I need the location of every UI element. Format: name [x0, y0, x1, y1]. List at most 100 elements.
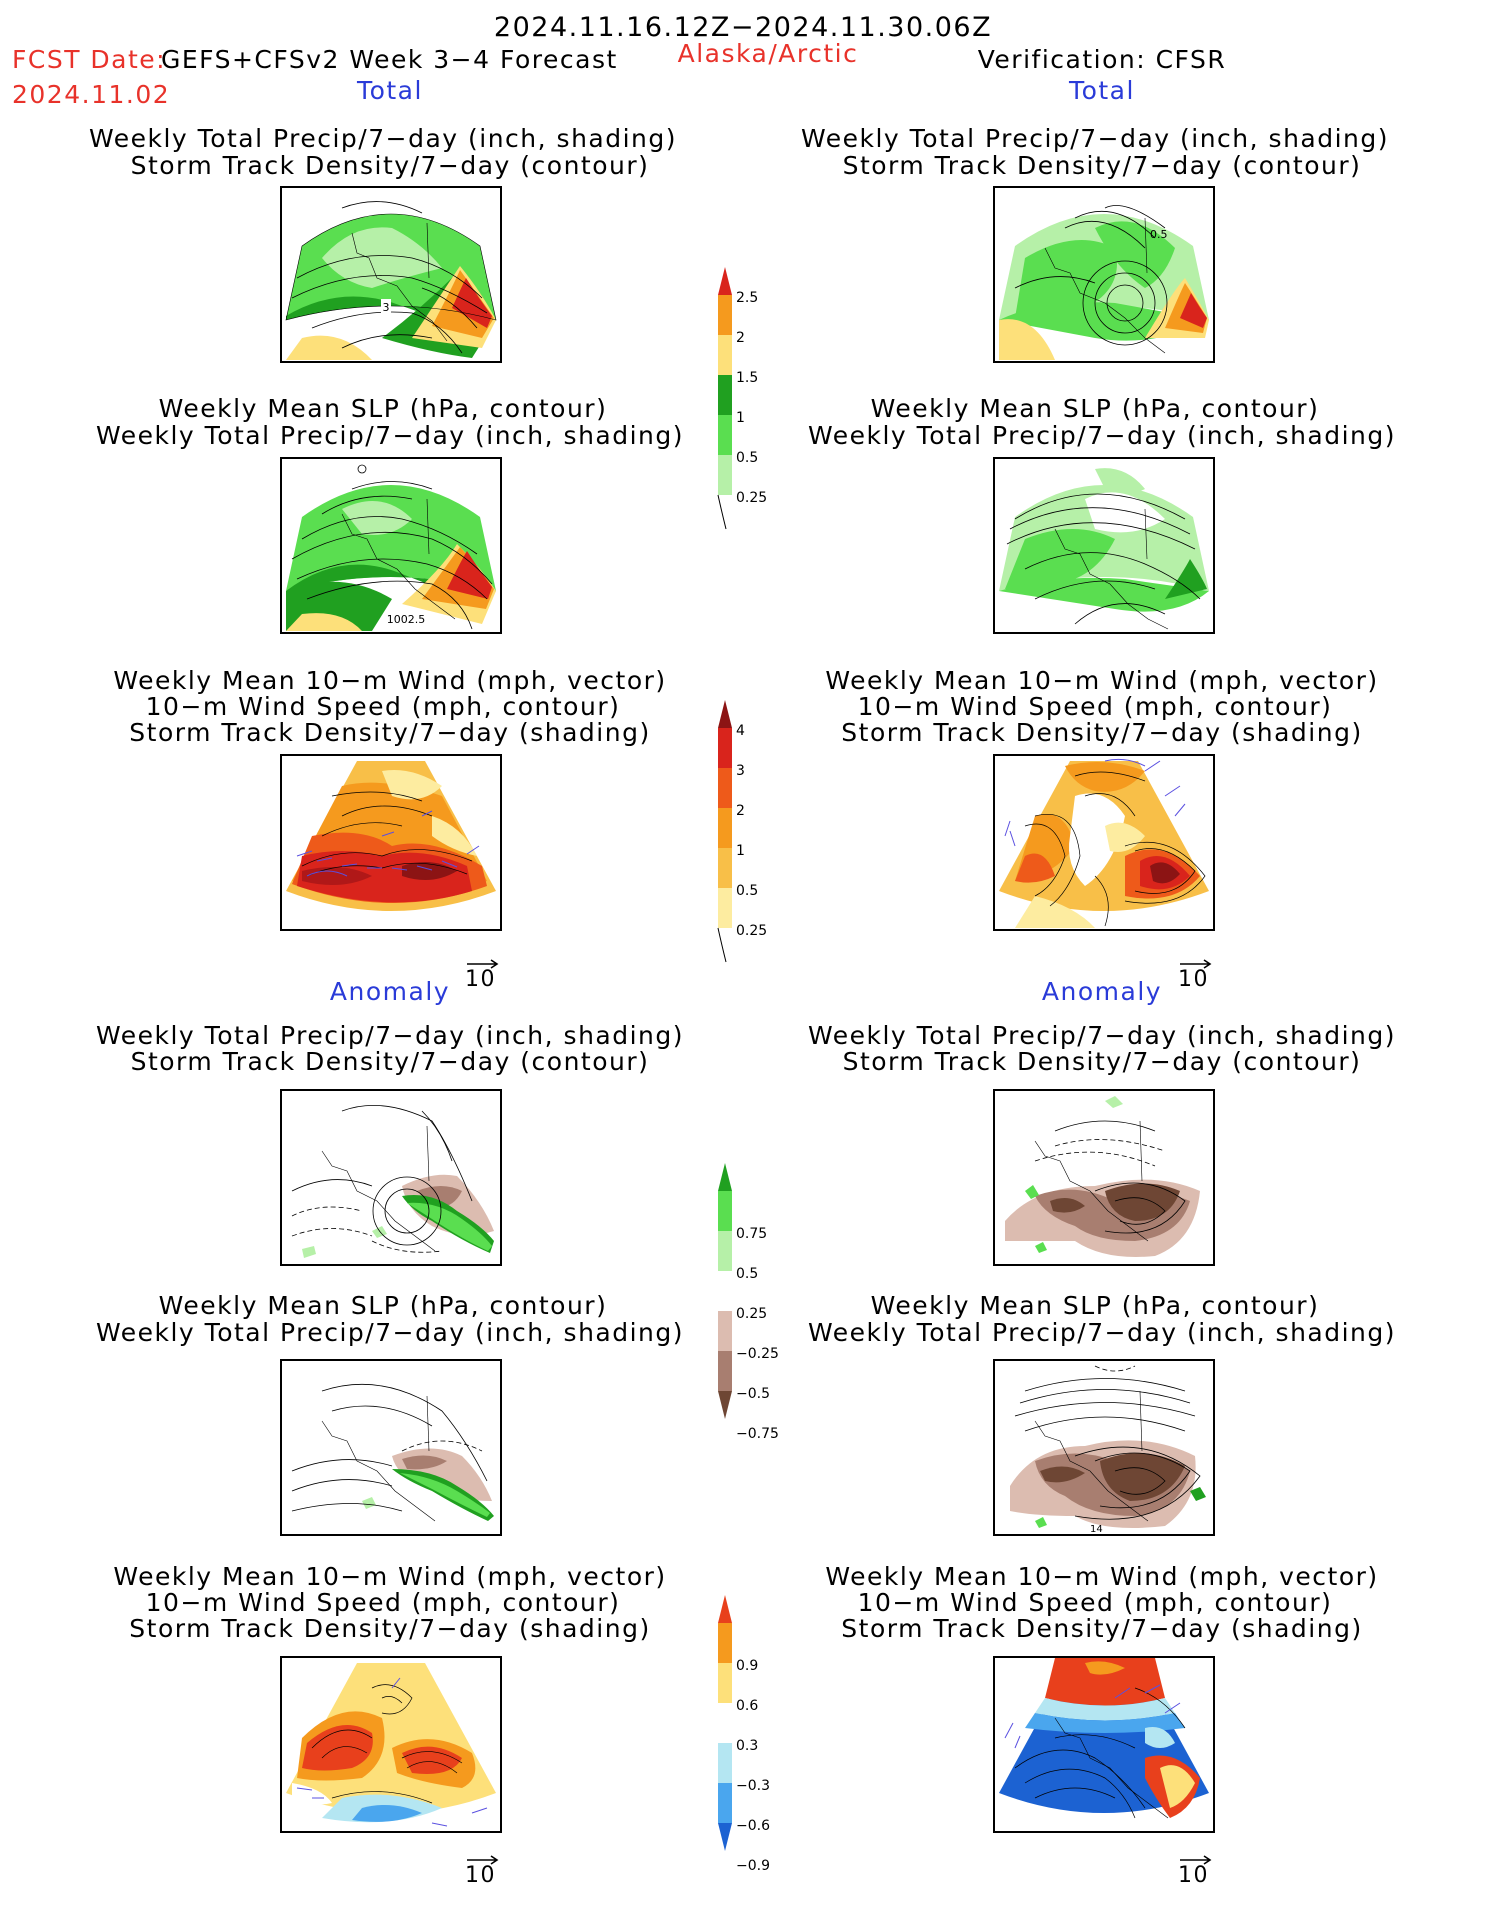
colorbar-band: [718, 808, 732, 848]
colorbar-label: 0.75: [736, 1226, 767, 1242]
section-anomaly-right: Anomaly: [1041, 977, 1163, 1006]
title-r1-left-2: Storm Track Density/7−day (contour): [130, 151, 650, 180]
colorbar-precip-anomaly: 0.75 0.5 0.25 −0.25 −0.5 −0.75: [716, 1163, 786, 1452]
colorbar-label: −0.9: [736, 1858, 770, 1874]
title-r1-right-1: Weekly Total Precip/7−day (inch, shading…: [800, 124, 1390, 153]
title-r2-right-1: Weekly Mean SLP (hPa, contour): [870, 394, 1320, 423]
title-r5-right-2: Weekly Total Precip/7−day (inch, shading…: [807, 1318, 1397, 1347]
colorbar-band: [718, 848, 732, 888]
colorbar-bottom-tip: [718, 1823, 732, 1851]
colorbar-band: [718, 335, 732, 375]
map-slp-precip-verification: [993, 457, 1215, 634]
map-anom-slp-precip-verification: 14: [993, 1359, 1215, 1536]
title-r6-left-1: Weekly Mean 10−m Wind (mph, vector): [113, 1562, 667, 1591]
colorbar-precip-total-svg: 2.5 2 1.5 1 0.5 0.25: [717, 267, 767, 530]
title-r1-left-1: Weekly Total Precip/7−day (inch, shading…: [88, 124, 678, 153]
title-r4-right-1: Weekly Total Precip/7−day (inch, shading…: [807, 1021, 1397, 1050]
title-r4-right-2: Storm Track Density/7−day (contour): [842, 1047, 1362, 1076]
region-title: Alaska/Arctic: [677, 39, 859, 68]
colorbar-label: 0.5: [736, 883, 758, 899]
vector-ref-r3-right: 10: [1178, 955, 1214, 991]
colorbar-band: [718, 1743, 732, 1783]
colorbar-band: [718, 888, 732, 928]
colorbar-band: [718, 415, 732, 455]
title-r5-left-1: Weekly Mean SLP (hPa, contour): [158, 1291, 608, 1320]
colorbar-std-total-svg: 4 3 2 1 0.5 0.25: [717, 700, 767, 963]
title-r6-right-2: 10−m Wind Speed (mph, contour): [857, 1588, 1333, 1617]
map-wind-std-verification: [993, 754, 1215, 931]
vector-ref-r6-left: 10: [465, 1851, 501, 1887]
map-anom-slp-precip-forecast: [280, 1359, 502, 1536]
colorbar-bottom-tail: [717, 927, 727, 963]
colorbar-band: [718, 375, 732, 415]
colorbar-label: 0.5: [736, 450, 758, 466]
title-r3-right-3: Storm Track Density/7−day (shading): [841, 718, 1363, 747]
fcst-date: 2024.11.02: [12, 80, 171, 109]
map-slp-precip-forecast: 1002.5: [280, 457, 502, 634]
title-r2-left-2: Weekly Total Precip/7−day (inch, shading…: [95, 421, 685, 450]
colorbar-bottom-tail: [717, 494, 727, 530]
title-r1-right-2: Storm Track Density/7−day (contour): [842, 151, 1362, 180]
vector-ref-label: 10: [1178, 1863, 1209, 1888]
colorbar-label: 4: [736, 723, 745, 739]
colorbar-label: −0.6: [736, 1818, 770, 1834]
colorbar-label: 1: [736, 843, 745, 859]
colorbar-band: [718, 1703, 732, 1743]
colorbar-top-tip: [718, 267, 732, 295]
colorbar-label: 2: [736, 330, 745, 346]
colorbar-top-tip: [718, 700, 732, 728]
colorbar-top-tip: [718, 1163, 732, 1191]
vector-ref-label: 10: [1178, 967, 1209, 992]
vector-ref-label: 10: [465, 967, 496, 992]
section-total-left: Total: [357, 76, 423, 105]
colorbar-label: 0.25: [736, 490, 767, 506]
colorbar-label: 2.5: [736, 290, 758, 306]
title-r5-left-2: Weekly Total Precip/7−day (inch, shading…: [95, 1318, 685, 1347]
map-total-precip-std-verification: 0.5: [993, 186, 1215, 363]
colorbar-label: −0.5: [736, 1386, 770, 1402]
colorbar-label: −0.75: [736, 1426, 779, 1442]
contour-label: 14: [1090, 1524, 1103, 1534]
colorbar-label: 1: [736, 410, 745, 426]
colorbar-label: 1.5: [736, 370, 758, 386]
colorbar-label: 0.9: [736, 1658, 758, 1674]
colorbar-label: 2: [736, 803, 745, 819]
colorbar-std-anomaly-svg: 0.9 0.6 0.3 −0.3 −0.6 −0.9: [718, 1595, 770, 1874]
map-total-precip-std-forecast: 3: [280, 186, 502, 363]
colorbar-band: [718, 295, 732, 335]
title-r3-right-1: Weekly Mean 10−m Wind (mph, vector): [825, 666, 1379, 695]
contour-label: 3: [383, 301, 390, 314]
colorbar-label: 0.3: [736, 1738, 758, 1754]
colorbar-precip-anomaly-svg: 0.75 0.5 0.25 −0.25 −0.5 −0.75: [718, 1163, 779, 1442]
section-total-right: Total: [1069, 76, 1135, 105]
map-anom-wind-std-forecast: [280, 1656, 502, 1833]
fcst-date-label: FCST Date:: [12, 45, 167, 74]
colorbar-band: [718, 1783, 732, 1823]
map-anom-wind-std-verification: [993, 1656, 1215, 1833]
colorbar-band: [718, 728, 732, 768]
colorbar-band: [718, 1271, 732, 1311]
map-wind-std-forecast: [280, 754, 502, 931]
colorbar-top-tip: [718, 1595, 732, 1623]
contour-label: 0.5: [1150, 228, 1168, 241]
vector-ref-label: 10: [465, 1863, 496, 1888]
title-r3-left-2: 10−m Wind Speed (mph, contour): [145, 692, 621, 721]
verification-label: Verification: CFSR: [977, 45, 1227, 74]
map-anom-precip-std-forecast: [280, 1089, 502, 1266]
colorbar-band: [718, 1231, 732, 1271]
title-r6-right-3: Storm Track Density/7−day (shading): [841, 1614, 1363, 1643]
colorbar-band: [718, 1623, 732, 1663]
fcst-model: GEFS+CFSv2 Week 3−4 Forecast: [161, 45, 618, 74]
colorbar-label: −0.3: [736, 1778, 770, 1794]
map-anom-precip-std-verification: [993, 1089, 1215, 1266]
contour-label: 1002.5: [387, 613, 426, 626]
title-r3-left-1: Weekly Mean 10−m Wind (mph, vector): [113, 666, 667, 695]
title-r6-left-3: Storm Track Density/7−day (shading): [129, 1614, 651, 1643]
colorbar-band: [718, 1351, 732, 1391]
vector-ref-r6-right: 10: [1178, 1851, 1214, 1887]
period-title: 2024.11.16.12Z−2024.11.30.06Z: [493, 12, 993, 43]
colorbar-std-total: 4 3 2 1 0.5 0.25: [716, 700, 786, 989]
colorbar-band: [718, 1311, 732, 1351]
vector-ref-r3-left: 10: [465, 955, 501, 991]
colorbar-band: [718, 1191, 732, 1231]
